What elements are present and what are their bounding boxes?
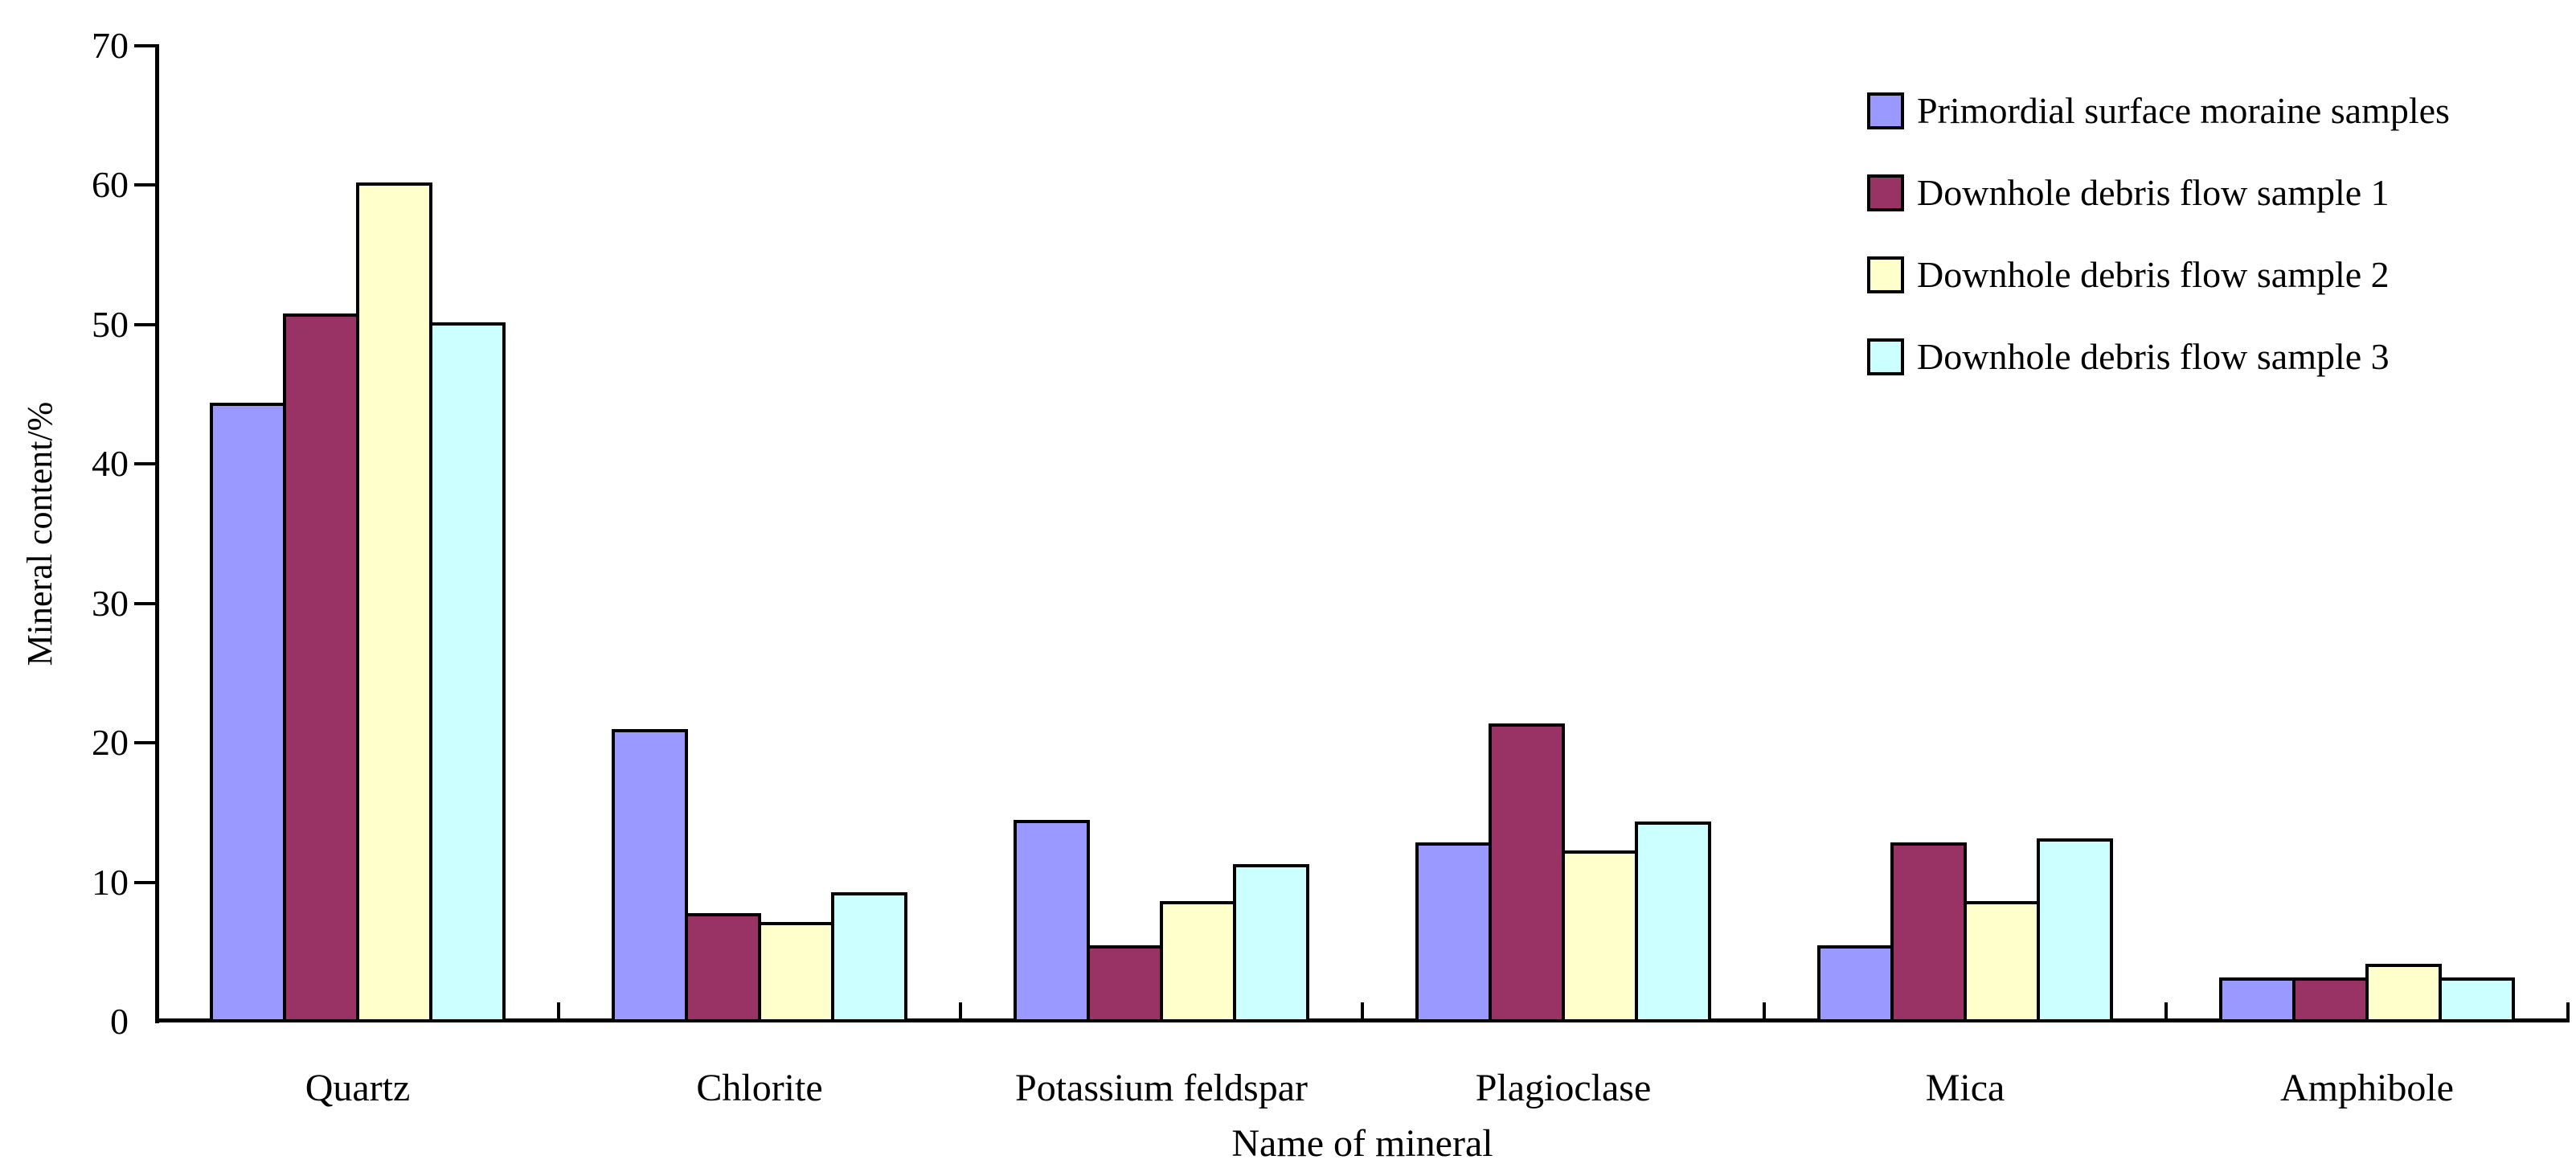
bar-amphibole-series-4 <box>2439 977 2515 1022</box>
x-axis-boundary-tick-4 <box>1763 1002 1766 1018</box>
y-tick-label-40: 40 <box>92 443 129 485</box>
bar-mica-series-1 <box>1817 945 1894 1022</box>
legend-swatch-icon <box>1867 338 1904 375</box>
bar-potassium-feldspar-series-3 <box>1160 901 1236 1022</box>
category-label-quartz: Quartz <box>305 1067 411 1109</box>
bar-amphibole-series-2 <box>2292 977 2369 1022</box>
legend: Primordial surface moraine samples Downho… <box>1867 92 2450 420</box>
y-tick-label-60: 60 <box>92 164 129 206</box>
bar-quartz-series-1 <box>210 403 286 1022</box>
legend-item-2: Downhole debris flow sample 1 <box>1867 174 2450 211</box>
bar-quartz-series-2 <box>283 313 359 1022</box>
y-tick-20 <box>134 741 157 745</box>
y-tick-label-0: 0 <box>110 1001 129 1042</box>
bar-quartz-series-3 <box>356 182 432 1022</box>
bar-amphibole-series-1 <box>2219 977 2295 1022</box>
y-tick-40 <box>134 462 157 466</box>
legend-swatch-icon <box>1867 174 1904 211</box>
x-axis-boundary-tick-3 <box>1361 1002 1364 1018</box>
bar-mica-series-2 <box>1890 842 1967 1022</box>
y-axis-line <box>155 44 159 1023</box>
x-axis-boundary-tick-5 <box>2164 1002 2168 1018</box>
bar-chlorite-series-2 <box>685 913 761 1022</box>
bar-plagioclase-series-3 <box>1562 850 1638 1022</box>
y-tick-label-10: 10 <box>92 861 129 903</box>
x-axis-boundary-tick-6 <box>2566 1002 2570 1018</box>
bar-potassium-feldspar-series-4 <box>1233 864 1309 1022</box>
bar-amphibole-series-3 <box>2365 964 2442 1022</box>
y-tick-label-20: 20 <box>92 722 129 764</box>
bar-plagioclase-series-2 <box>1489 723 1565 1022</box>
bar-plagioclase-series-4 <box>1635 822 1711 1022</box>
legend-swatch-icon <box>1867 92 1904 129</box>
legend-item-4: Downhole debris flow sample 3 <box>1867 338 2450 375</box>
category-label-chlorite: Chlorite <box>696 1067 823 1109</box>
legend-label: Downhole debris flow sample 1 <box>1917 172 2390 213</box>
bar-mica-series-3 <box>1964 901 2040 1022</box>
y-tick-70 <box>134 44 157 47</box>
category-label-potassium-feldspar: Potassium feldspar <box>1015 1067 1308 1109</box>
legend-label: Downhole debris flow sample 3 <box>1917 336 2390 377</box>
legend-item-3: Downhole debris flow sample 2 <box>1867 256 2450 293</box>
bar-chlorite-series-1 <box>612 729 688 1022</box>
x-axis-line <box>155 1018 2570 1022</box>
bar-potassium-feldspar-series-2 <box>1087 945 1163 1022</box>
y-tick-60 <box>134 183 157 187</box>
y-tick-10 <box>134 880 157 884</box>
y-tick-label-30: 30 <box>92 582 129 624</box>
bar-quartz-series-4 <box>429 322 506 1022</box>
legend-item-1: Primordial surface moraine samples <box>1867 92 2450 129</box>
x-axis-boundary-tick-1 <box>557 1002 560 1018</box>
x-axis-boundary-tick-2 <box>959 1002 962 1018</box>
legend-label: Primordial surface moraine samples <box>1917 90 2450 131</box>
bar-potassium-feldspar-series-1 <box>1014 820 1090 1022</box>
bar-chlorite-series-4 <box>831 892 907 1022</box>
y-tick-label-70: 70 <box>92 25 129 66</box>
bar-mica-series-4 <box>2037 838 2113 1022</box>
x-axis-title: Name of mineral <box>1231 1122 1493 1165</box>
category-label-mica: Mica <box>1925 1067 2005 1109</box>
bar-chlorite-series-3 <box>758 922 834 1022</box>
y-tick-label-50: 50 <box>92 303 129 345</box>
legend-swatch-icon <box>1867 256 1904 293</box>
legend-label: Downhole debris flow sample 2 <box>1917 254 2390 295</box>
category-label-plagioclase: Plagioclase <box>1475 1067 1652 1109</box>
y-tick-30 <box>134 601 157 605</box>
bar-plagioclase-series-1 <box>1415 842 1492 1022</box>
y-tick-50 <box>134 322 157 326</box>
category-label-amphibole: Amphibole <box>2280 1067 2454 1109</box>
